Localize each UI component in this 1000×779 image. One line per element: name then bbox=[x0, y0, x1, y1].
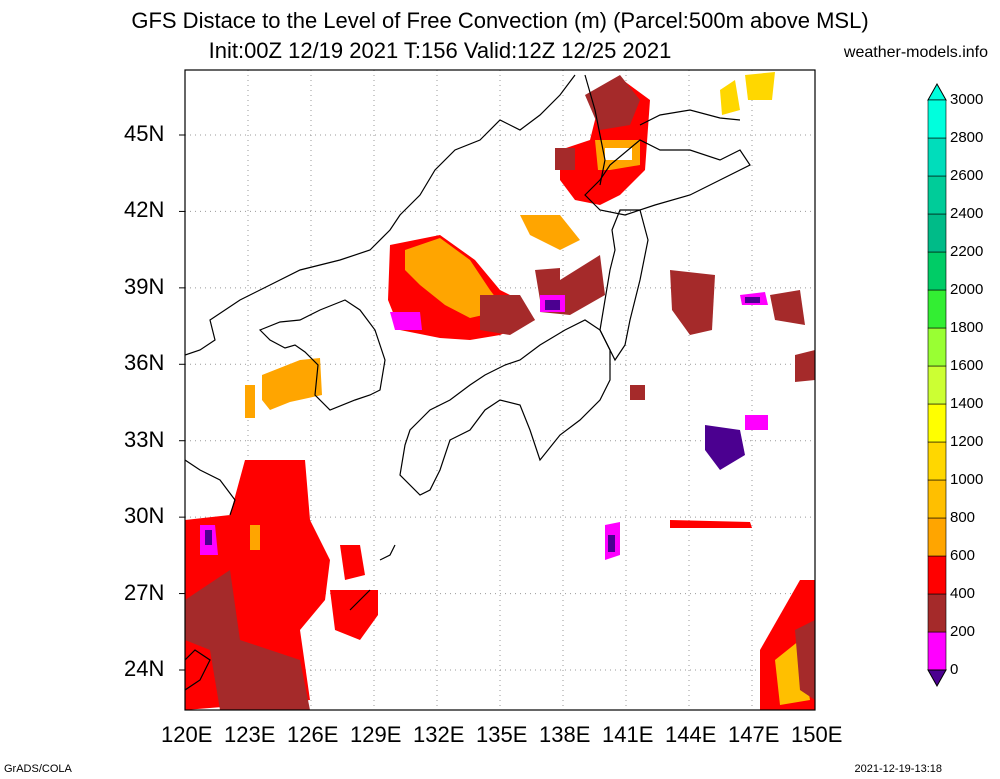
lat-tick-label: 39N bbox=[124, 273, 165, 299]
lon-tick-label: 123E bbox=[224, 722, 276, 747]
colorbar-label: 400 bbox=[950, 585, 976, 602]
field-patch-pacific-east bbox=[605, 270, 815, 710]
colorbar-segment bbox=[927, 327, 947, 367]
lon-tick-label: 129E bbox=[350, 722, 402, 747]
colorbar-label: 2800 bbox=[950, 129, 984, 146]
colorbar-label: 1000 bbox=[950, 471, 984, 488]
chart-subtitle: Init:00Z 12/19 2021 T:156 Valid:12Z 12/2… bbox=[208, 38, 672, 63]
colorbar-label: 1600 bbox=[950, 357, 984, 374]
colorbar-segment bbox=[927, 441, 947, 481]
lon-tick-label: 126E bbox=[287, 722, 339, 747]
colorbar-segment bbox=[927, 365, 947, 405]
colorbar-label: 2400 bbox=[950, 205, 984, 222]
lon-tick-label: 147E bbox=[728, 722, 780, 747]
lon-tick-label: 132E bbox=[413, 722, 465, 747]
colorbar-label: 2600 bbox=[950, 167, 984, 184]
colorbar-label: 3000 bbox=[950, 91, 984, 108]
lon-tick-label: 150E bbox=[791, 722, 843, 747]
colorbar-segment bbox=[927, 593, 947, 633]
field-patch-hokkaido bbox=[555, 72, 775, 205]
colorbar-label: 0 bbox=[950, 661, 959, 678]
colorbar-label: 1800 bbox=[950, 319, 984, 336]
footer-timestamp: 2021-12-19-13:18 bbox=[854, 763, 942, 775]
lat-tick-label: 36N bbox=[124, 350, 165, 376]
source-credit: weather-models.info bbox=[843, 44, 988, 61]
lat-tick-label: 42N bbox=[124, 197, 165, 223]
lon-tick-label: 135E bbox=[476, 722, 528, 747]
lon-tick-label: 120E bbox=[161, 722, 213, 747]
colorbar-label: 1400 bbox=[950, 395, 984, 412]
colorbar-segment bbox=[927, 137, 947, 177]
coastlines bbox=[185, 74, 751, 691]
colorbar-label: 1200 bbox=[950, 433, 984, 450]
colorbar-segment bbox=[927, 289, 947, 329]
colorbar-label: 2000 bbox=[950, 281, 984, 298]
colorbar-segment bbox=[927, 479, 947, 519]
lat-tick-label: 27N bbox=[124, 579, 165, 605]
lat-tick-label: 33N bbox=[124, 426, 165, 452]
lat-tick-label: 45N bbox=[124, 121, 165, 146]
colorbar-segment bbox=[927, 631, 947, 671]
footer-software: GrADS/COLA bbox=[4, 763, 72, 775]
colorbar-max-arrow bbox=[927, 82, 947, 101]
colorbar-label: 800 bbox=[950, 509, 976, 526]
lat-tick-label: 24N bbox=[124, 656, 165, 681]
colorbar bbox=[927, 82, 947, 688]
field-patch-sea-of-japan bbox=[388, 215, 605, 340]
lat-tick-label: 30N bbox=[124, 503, 165, 529]
colorbar-label: 200 bbox=[950, 623, 976, 640]
colorbar-label: 600 bbox=[950, 547, 976, 564]
colorbar-segment bbox=[927, 99, 947, 139]
lon-tick-label: 141E bbox=[602, 722, 654, 747]
lfc-field bbox=[185, 72, 815, 710]
colorbar-segment bbox=[927, 555, 947, 595]
colorbar-min-arrow bbox=[927, 669, 947, 688]
colorbar-segment bbox=[927, 213, 947, 253]
lon-tick-label: 144E bbox=[665, 722, 717, 747]
plot-frame bbox=[184, 69, 816, 711]
colorbar-label: 2200 bbox=[950, 243, 984, 260]
colorbar-segment bbox=[927, 175, 947, 215]
colorbar-segment bbox=[927, 403, 947, 443]
field-patch-korea bbox=[245, 358, 322, 418]
field-patch-south-china-sea bbox=[185, 460, 378, 710]
chart-title: GFS Distace to the Level of Free Convect… bbox=[131, 8, 869, 33]
colorbar-segment bbox=[927, 251, 947, 291]
lon-tick-label: 138E bbox=[539, 722, 591, 747]
colorbar-segment bbox=[927, 517, 947, 557]
